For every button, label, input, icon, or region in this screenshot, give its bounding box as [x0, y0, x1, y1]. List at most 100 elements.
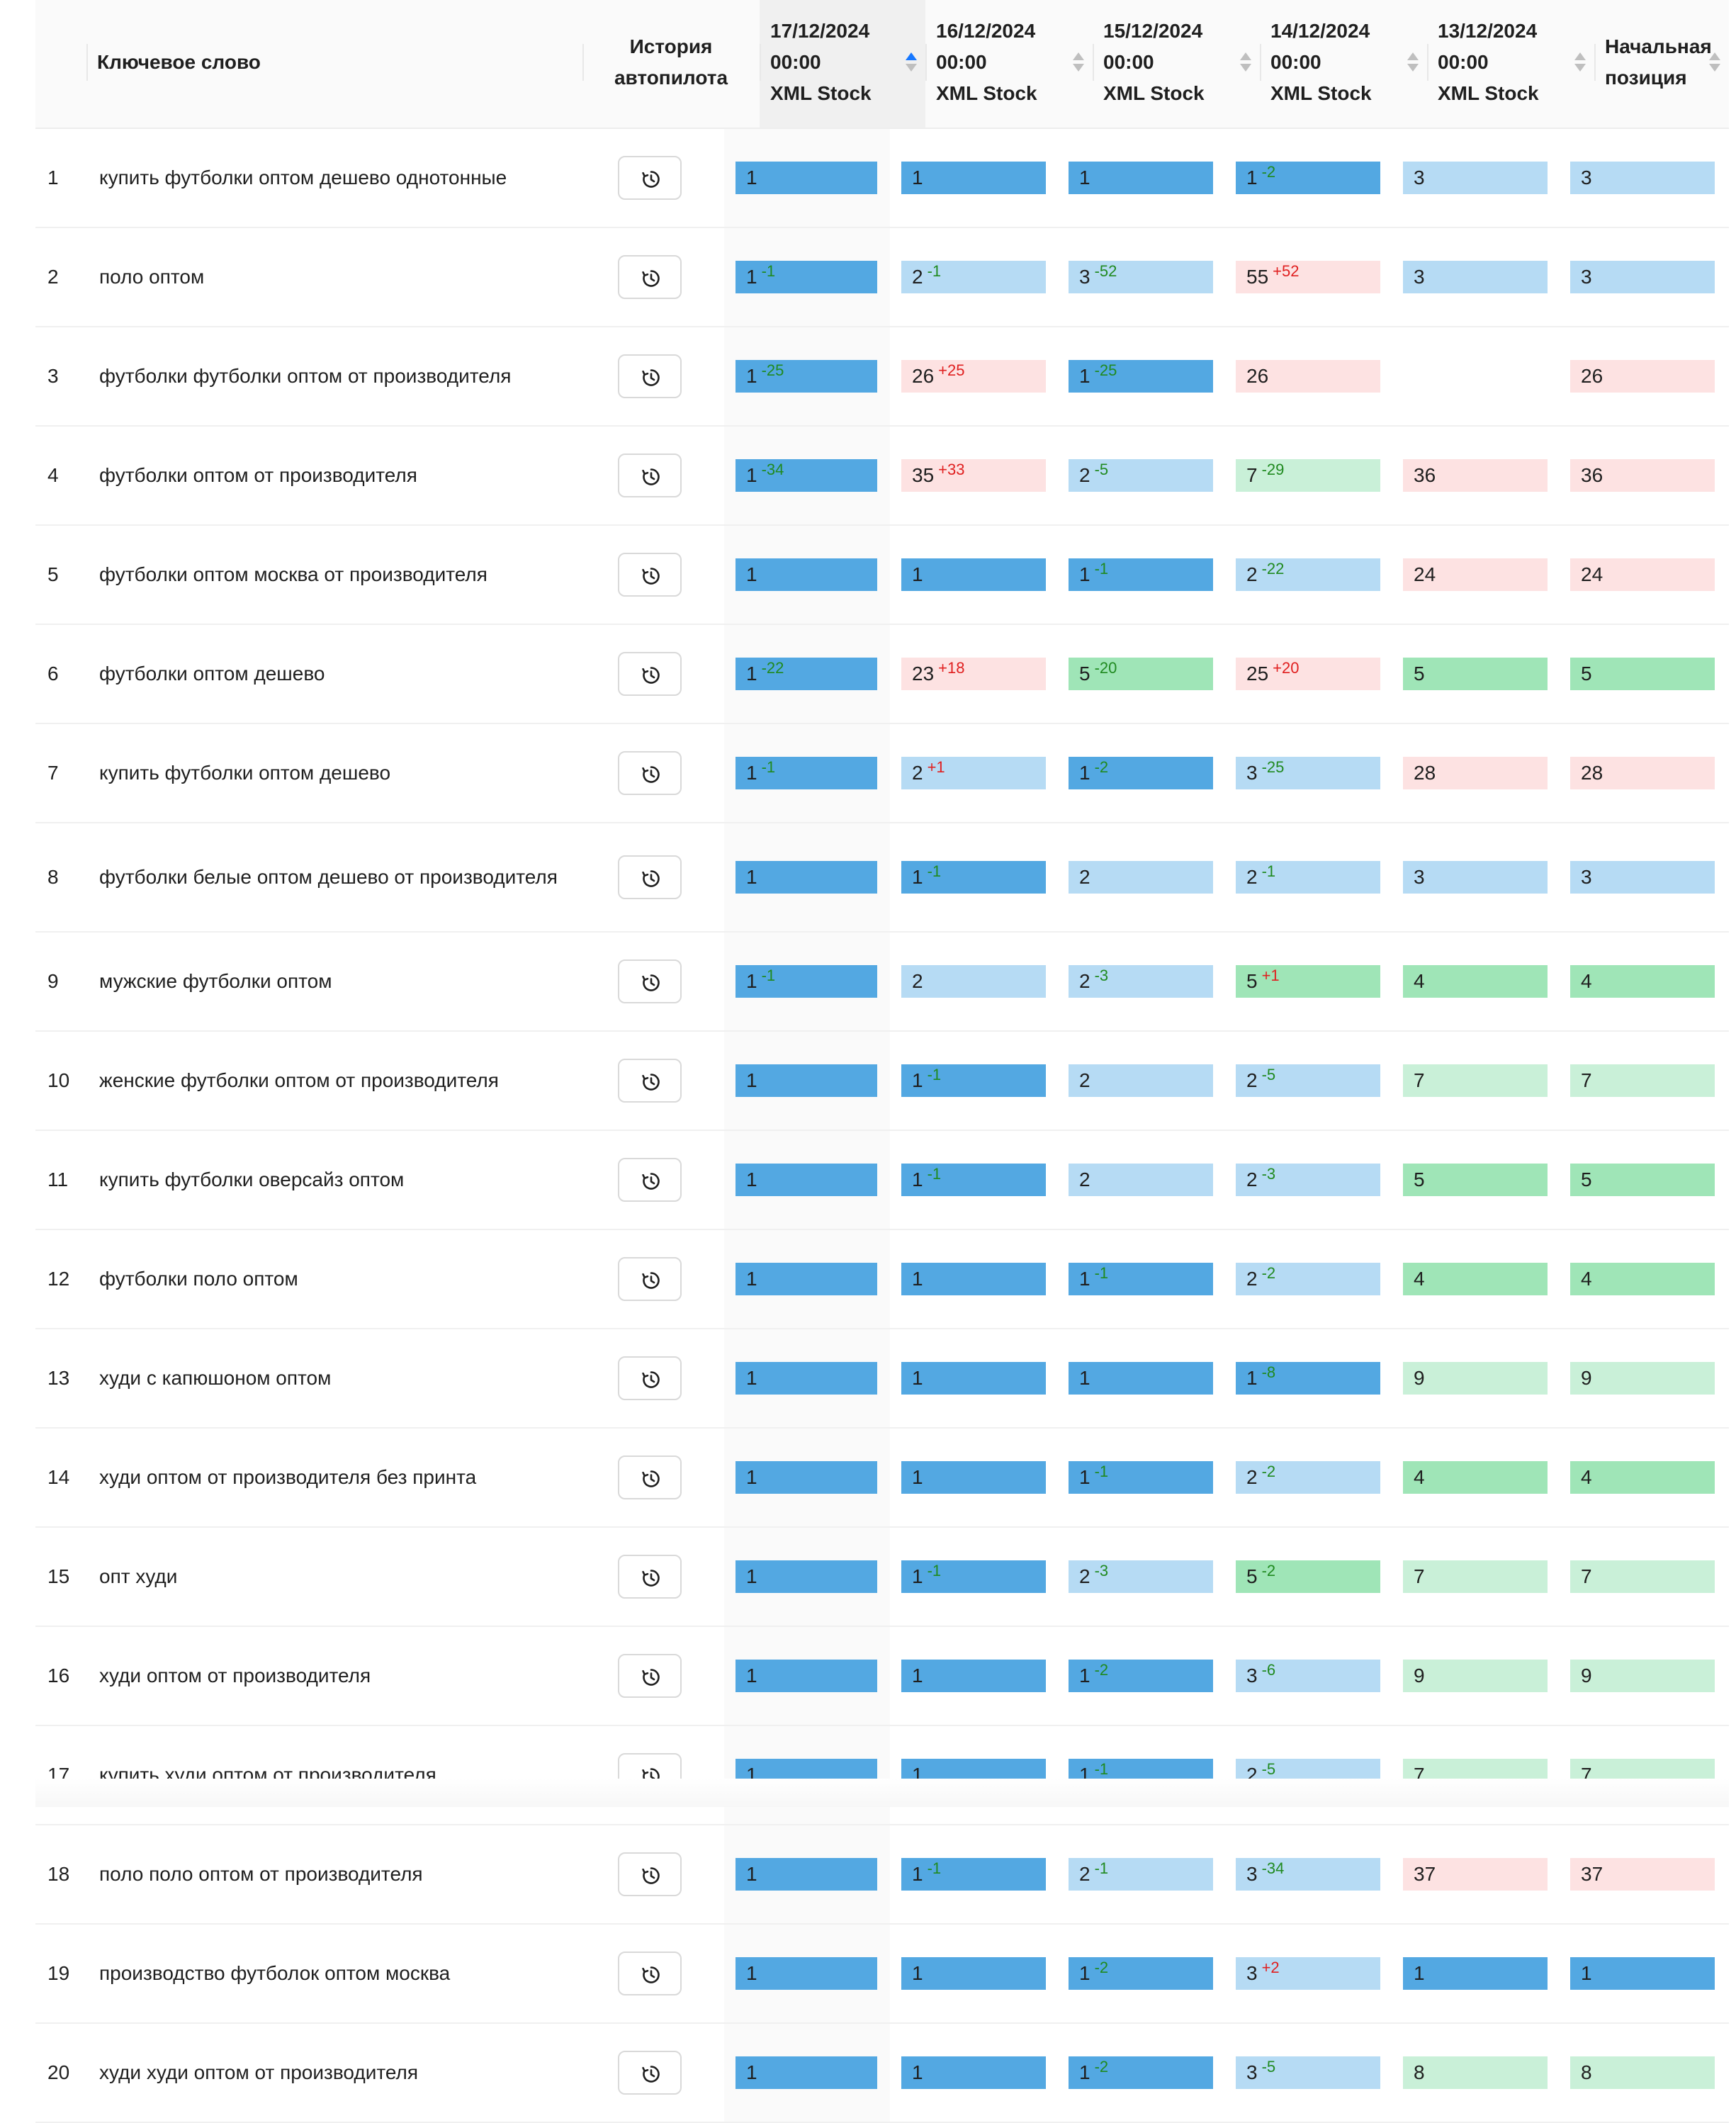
table-row: 10 женские футболки оптом от производител… [35, 1032, 1729, 1131]
position-cell: 3 +2 [1236, 1957, 1380, 1990]
position-value: 7 [1246, 464, 1258, 486]
position-value: 1 [746, 1169, 757, 1190]
position-value: 5 [1581, 663, 1592, 685]
position-value: 35 [912, 464, 935, 486]
sort-icon[interactable] [906, 52, 917, 75]
autopilot-history-button[interactable] [618, 1059, 682, 1103]
position-cell: 3 -6 [1236, 1660, 1380, 1692]
sort-icon[interactable] [1240, 52, 1251, 75]
autopilot-history-button[interactable] [618, 1455, 682, 1499]
sort-icon[interactable] [1709, 52, 1720, 75]
position-value: 2 [1079, 1169, 1090, 1190]
position-delta: -5 [1261, 1066, 1276, 1083]
sort-icon[interactable] [1407, 52, 1419, 75]
position-value: 24 [1414, 563, 1436, 585]
position-value: 1 [746, 464, 757, 486]
position-cell: 1 -2 [1236, 162, 1380, 194]
table-row: 19 производство футболок оптом москва 1 1 1-… [35, 1925, 1729, 2024]
autopilot-history-button[interactable] [618, 1654, 682, 1698]
autopilot-history-button[interactable] [618, 751, 682, 795]
position-delta: +18 [938, 659, 965, 677]
row-index: 7 [47, 762, 59, 784]
position-cell: 1 [735, 1957, 877, 1990]
position-value: 2 [1246, 1169, 1258, 1190]
autopilot-history-button[interactable] [618, 454, 682, 497]
position-cell: 1 [901, 1263, 1046, 1295]
autopilot-history-button[interactable] [618, 855, 682, 899]
position-delta: -25 [761, 361, 784, 379]
position-value: 1 [1079, 2061, 1090, 2083]
position-delta: -2 [1261, 1463, 1276, 1480]
autopilot-history-button[interactable] [618, 156, 682, 200]
position-cell: 3 [1403, 261, 1548, 293]
autopilot-history-button[interactable] [618, 959, 682, 1003]
autopilot-history-button[interactable] [618, 1257, 682, 1301]
column-divider [1594, 44, 1596, 81]
position-cell: 4 [1403, 1263, 1548, 1295]
position-delta: -2 [1094, 1959, 1109, 1976]
table-row: 9 мужские футболки оптом 1 -1 2 2 -3 5 +1 4 4 [35, 933, 1729, 1032]
autopilot-history-button[interactable] [618, 553, 682, 597]
position-delta: -1 [761, 262, 776, 280]
autopilot-history-button[interactable] [618, 255, 682, 299]
clock-history-icon [642, 1371, 660, 1388]
header-date-column[interactable]: 16/12/2024 00:00 XML Stock [925, 0, 1093, 128]
position-cell: 1 -2 [1069, 757, 1213, 789]
position-cell: 4 [1570, 965, 1715, 998]
position-value: 8 [1581, 2061, 1592, 2083]
table-row: 1 купить футболки оптом дешево однотонные… [35, 129, 1729, 228]
sort-icon[interactable] [1073, 52, 1084, 75]
row-index: 1 [47, 167, 59, 188]
position-cell: 2 -1 [901, 261, 1046, 293]
header-start-position[interactable]: Начальная позиция [1594, 0, 1729, 128]
clock-history-icon [642, 766, 660, 783]
position-cell: 1 -25 [735, 360, 877, 393]
autopilot-history-button[interactable] [618, 354, 682, 398]
position-value: 1 [912, 1665, 923, 1686]
position-cell: 1 [735, 1064, 877, 1097]
position-cell: 9 [1403, 1660, 1548, 1692]
position-value: 36 [1581, 464, 1603, 486]
autopilot-history-button[interactable] [618, 652, 682, 696]
position-cell: 3 [1403, 861, 1548, 894]
position-cell: 7 [1403, 1064, 1548, 1097]
position-value: 2 [1246, 1268, 1258, 1290]
header-date-column[interactable]: 15/12/2024 00:00 XML Stock [1093, 0, 1260, 128]
position-cell: 5 +1 [1236, 965, 1380, 998]
position-value: 28 [1414, 762, 1436, 784]
position-value: 1 [746, 1466, 757, 1488]
keyword-text: купить футболки оверсайз оптом [99, 1169, 405, 1190]
autopilot-history-button[interactable] [618, 1555, 682, 1599]
clock-history-icon [642, 1966, 660, 1983]
row-index: 9 [47, 970, 59, 992]
position-value: 2 [1079, 970, 1090, 992]
position-cell: 1 -8 [1236, 1362, 1380, 1395]
position-cell: 9 [1403, 1362, 1548, 1395]
position-cell: 2 -5 [1069, 459, 1213, 492]
position-value: 23 [912, 663, 935, 685]
header-date-column[interactable]: 17/12/2024 00:00 XML Stock [760, 0, 925, 128]
position-cell: 3 [1403, 162, 1548, 194]
table-row: 6 футболки оптом дешево 1 -22 23 +18 5 -20 25 +20… [35, 625, 1729, 724]
position-value: 25 [1246, 663, 1269, 685]
position-cell: 1 [901, 162, 1046, 194]
autopilot-history-button[interactable] [618, 1952, 682, 1995]
position-value: 2 [1079, 1565, 1090, 1587]
autopilot-history-button[interactable] [618, 1158, 682, 1202]
position-delta: -25 [1261, 758, 1285, 776]
position-cell: 5 [1403, 1164, 1548, 1196]
autopilot-history-button[interactable] [618, 1356, 682, 1400]
table-row: 18 поло поло оптом от производителя 1 1 -1 2-… [35, 1825, 1729, 1925]
sort-icon[interactable] [1574, 52, 1586, 75]
position-value: 1 [746, 1565, 757, 1587]
header-date-column[interactable]: 14/12/2024 00:00 XML Stock [1260, 0, 1427, 128]
position-cell: 2 -3 [1236, 1164, 1380, 1196]
row-index: 13 [47, 1367, 70, 1389]
position-value: 1 [912, 1565, 923, 1587]
position-value: 1 [912, 1169, 923, 1190]
header-date-column[interactable]: 13/12/2024 00:00 XML Stock [1427, 0, 1594, 128]
autopilot-history-button[interactable] [618, 1852, 682, 1896]
position-value: 3 [1079, 266, 1090, 288]
position-delta: -2 [1261, 1264, 1276, 1282]
autopilot-history-button[interactable] [618, 2051, 682, 2095]
